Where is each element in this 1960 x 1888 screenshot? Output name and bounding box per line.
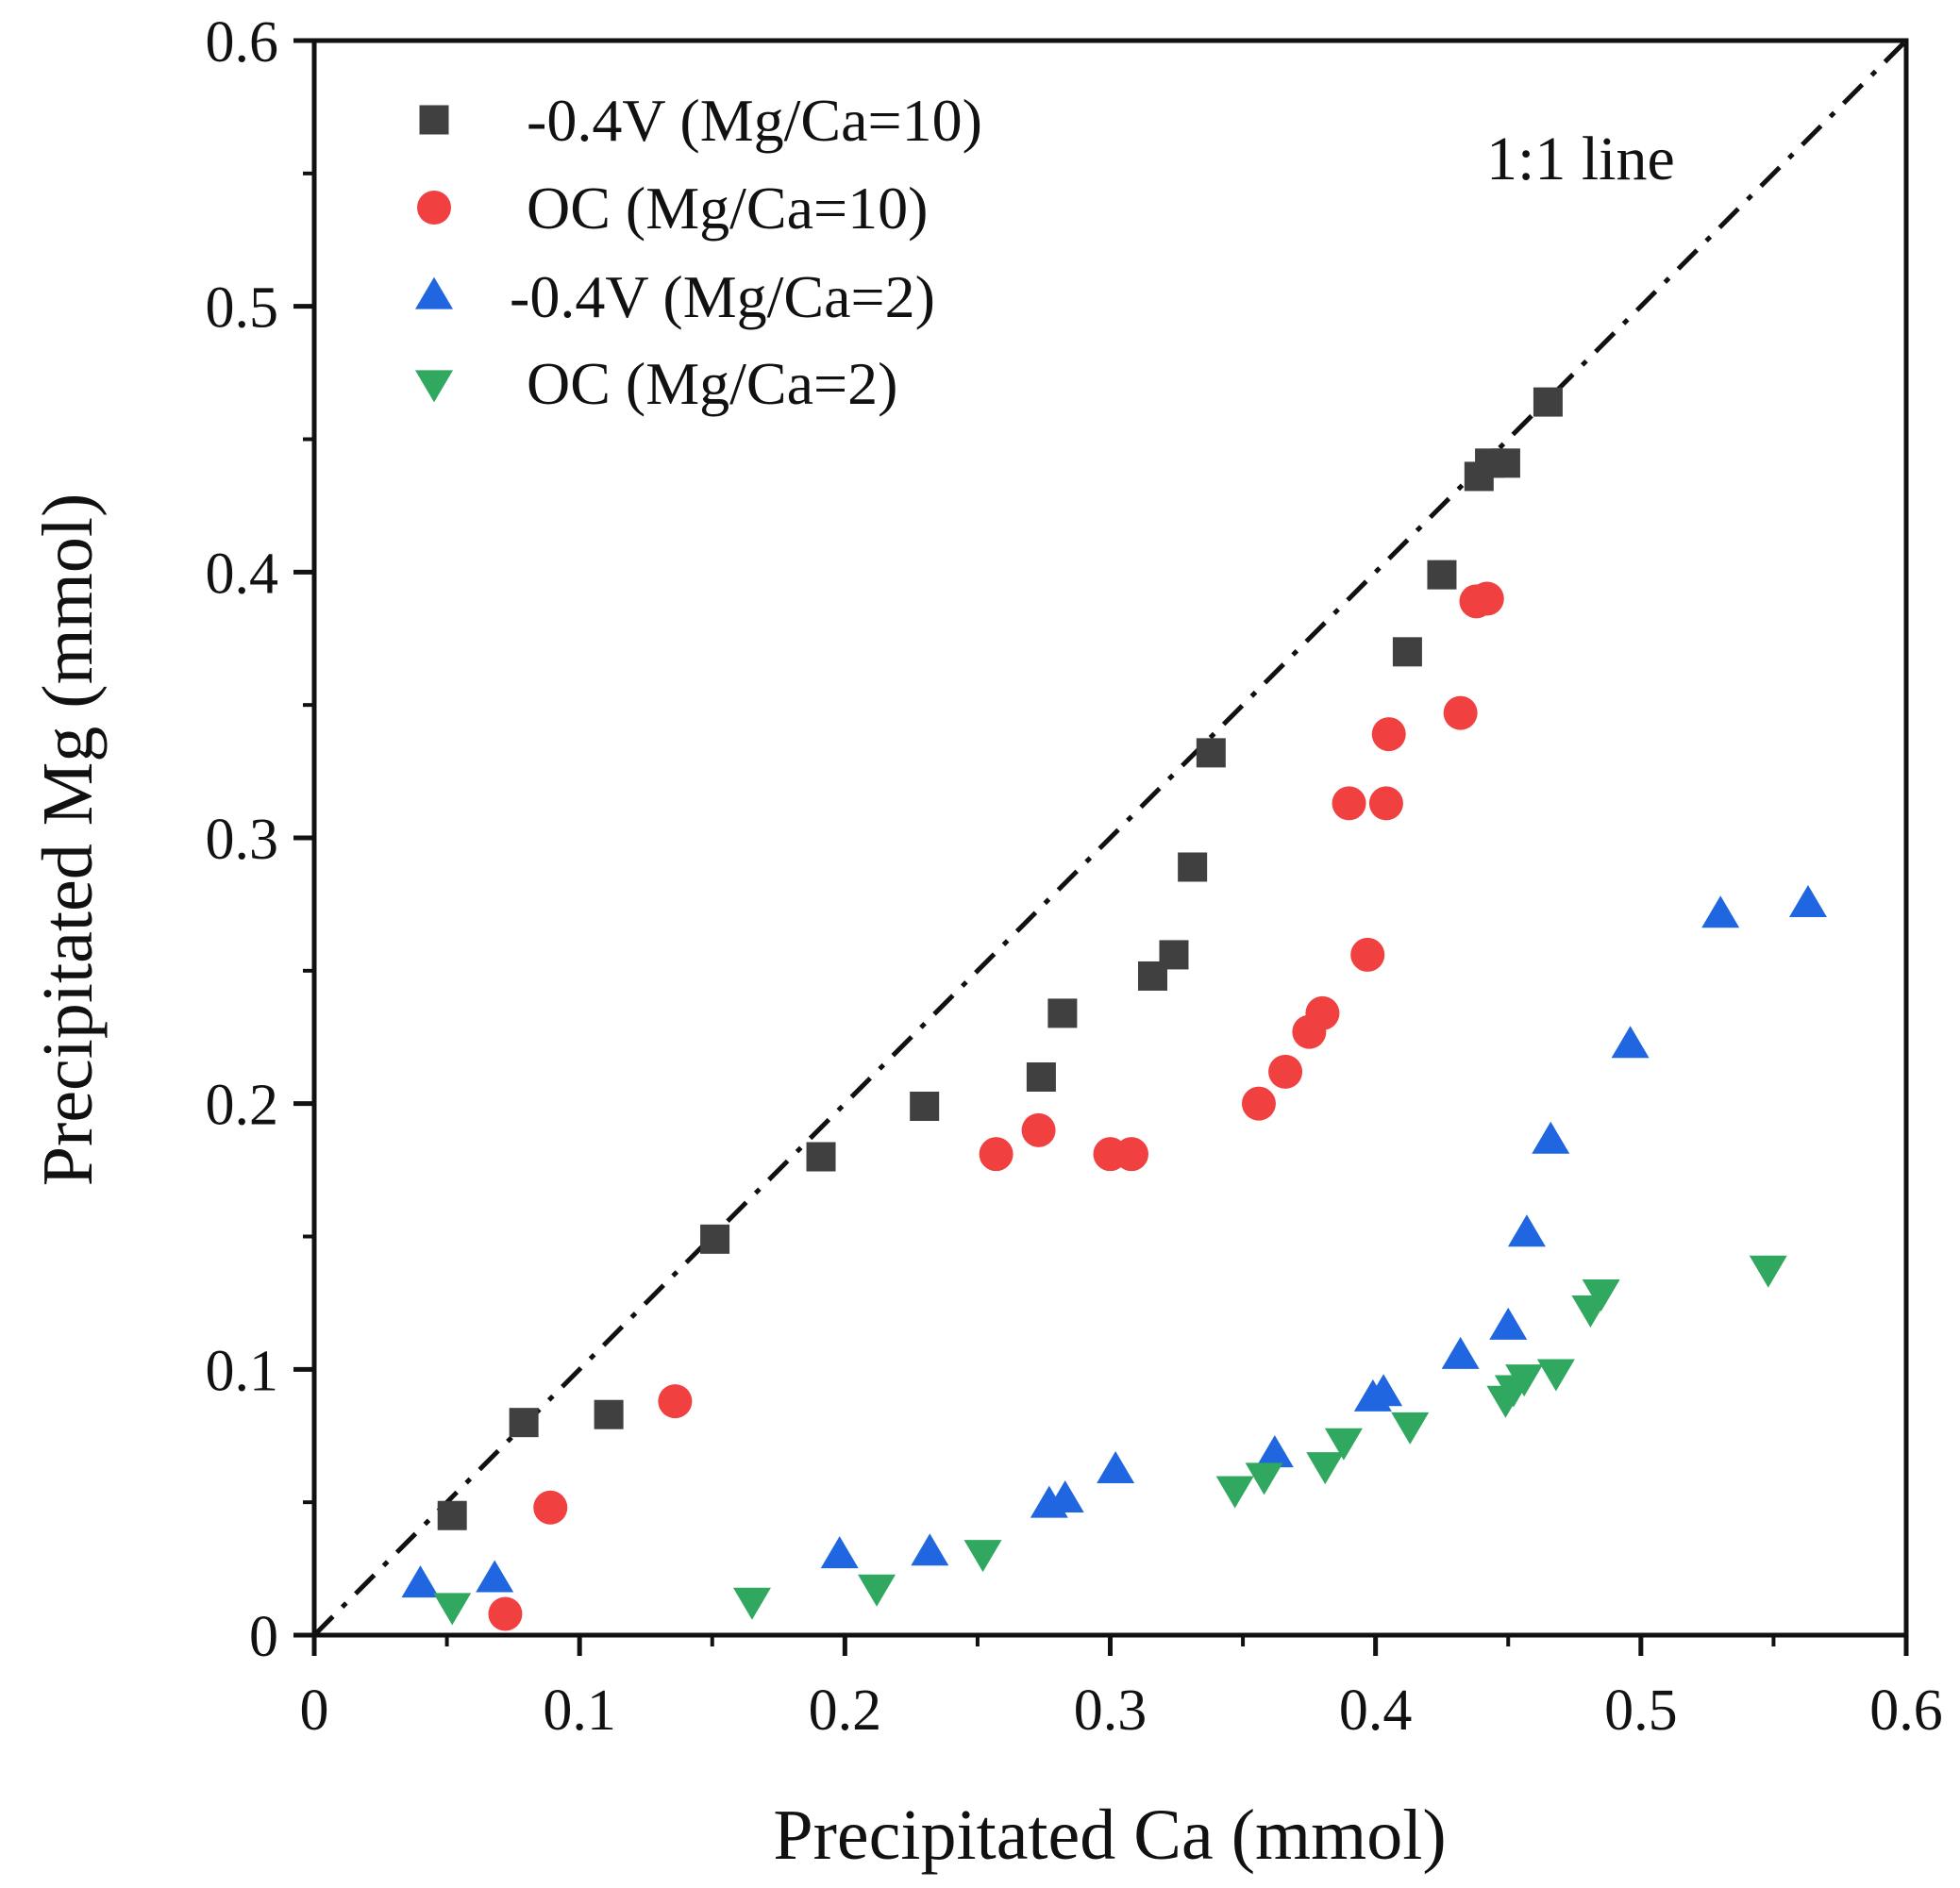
data-point-circle (979, 1137, 1014, 1172)
data-point-triangle-down (1245, 1462, 1283, 1495)
legend-marker-triangle-up (415, 276, 453, 309)
data-point-square (509, 1408, 539, 1438)
series-2 (488, 581, 1504, 1631)
series-1 (437, 387, 1563, 1530)
y-tick-label: 0.2 (206, 1074, 279, 1138)
data-point-triangle-up (1701, 895, 1740, 928)
data-point-triangle-up (1255, 1435, 1294, 1468)
one-to-one-reference-line (312, 39, 1908, 1637)
y-tick-label: 0.5 (206, 276, 279, 341)
legend-label: OC (Mg/Ca=10) (527, 175, 928, 242)
data-point-circle (1268, 1054, 1303, 1089)
data-point-circle (1443, 695, 1478, 730)
data-point-triangle-down (963, 1540, 1002, 1573)
data-point-triangle-down (1306, 1452, 1345, 1485)
data-point-triangle-down (1391, 1412, 1430, 1445)
data-point-circle (1114, 1137, 1148, 1172)
data-point-circle (1350, 937, 1385, 972)
y-tick-label: 0 (249, 1605, 278, 1669)
data-point-triangle-down (1324, 1428, 1363, 1461)
x-tick-label: 0.1 (543, 1679, 616, 1743)
x-tick-label: 0.5 (1604, 1679, 1678, 1743)
data-point-triangle-up (401, 1565, 440, 1598)
legend-marker-square (419, 105, 449, 135)
data-point-triangle-down (1536, 1359, 1575, 1392)
legend-label: OC (Mg/Ca=2) (527, 350, 897, 417)
data-point-triangle-up (1788, 885, 1827, 918)
data-point-triangle-up (1441, 1336, 1480, 1369)
data-point-square (1196, 738, 1226, 768)
data-point-circle (658, 1384, 693, 1419)
data-point-triangle-up (911, 1533, 949, 1566)
data-point-square (910, 1091, 940, 1121)
data-point-square (1392, 637, 1422, 667)
data-point-triangle-up (1097, 1450, 1135, 1483)
data-point-circle (488, 1596, 523, 1631)
legend-label: -0.4V (Mg/Ca=10) (527, 87, 982, 154)
data-point-square (700, 1224, 730, 1254)
legend: -0.4V (Mg/Ca=10) OC (Mg/Ca=10) -0.4V (Mg/C… (415, 87, 982, 417)
data-point-triangle-down (732, 1587, 771, 1620)
data-point-triangle-up (1507, 1214, 1546, 1247)
x-tick-label: 0.3 (1074, 1679, 1148, 1743)
data-point-triangle-up (1046, 1479, 1084, 1512)
legend-marker-circle (417, 191, 451, 225)
x-axis-title: Precipitated Ca (mmol) (773, 1796, 1446, 1875)
data-point-square (806, 1142, 836, 1172)
data-point-triangle-up (1532, 1121, 1570, 1154)
series-3 (401, 885, 1827, 1598)
data-point-triangle-down (858, 1574, 896, 1607)
data-point-square (1047, 998, 1078, 1028)
data-point-triangle-down (433, 1593, 472, 1626)
data-point-circle (1305, 995, 1340, 1030)
y-tick-label: 0.4 (206, 542, 279, 606)
data-point-triangle-down (1749, 1255, 1787, 1288)
x-tick-label: 0 (300, 1679, 329, 1743)
data-point-square (1178, 852, 1208, 882)
x-tick-label: 0.4 (1339, 1679, 1413, 1743)
legend-label: -0.4V (Mg/Ca=2) (510, 263, 935, 330)
data-point-triangle-up (1365, 1374, 1403, 1407)
one-to-one-line-label: 1:1 line (1486, 125, 1675, 193)
y-tick-label: 0.3 (206, 808, 279, 872)
data-point-square (1026, 1062, 1056, 1092)
series-4 (433, 1255, 1787, 1626)
data-point-triangle-up (1489, 1307, 1528, 1340)
data-point-circle (533, 1490, 568, 1525)
data-point-triangle-down (1215, 1476, 1254, 1509)
data-point-triangle-up (476, 1560, 514, 1593)
data-point-circle (1371, 717, 1406, 752)
x-tick-label: 0.6 (1869, 1679, 1943, 1743)
data-point-circle (1241, 1086, 1276, 1121)
data-point-circle (1368, 786, 1403, 821)
y-axis-title: Precipitated Mg (mmol) (28, 493, 108, 1187)
data-point-triangle-down (1505, 1364, 1544, 1397)
plot-frame (311, 38, 1909, 1638)
data-point-triangle-down (1582, 1279, 1620, 1312)
data-point-square (1427, 560, 1457, 590)
data-point-triangle-up (1611, 1026, 1650, 1059)
data-point-circle (1469, 581, 1504, 616)
data-point-square (437, 1500, 467, 1530)
y-tick-label: 0.1 (206, 1339, 279, 1403)
data-point-square (1533, 387, 1563, 417)
data-point-circle (1332, 786, 1366, 821)
data-point-square (1490, 448, 1520, 478)
data-point-triangle-up (820, 1536, 859, 1569)
y-tick-label: 0.6 (206, 10, 279, 75)
x-tick-label: 0.2 (809, 1679, 882, 1743)
data-point-square (594, 1399, 624, 1429)
data-point-square (1159, 940, 1189, 970)
legend-marker-triangle-down (415, 370, 453, 403)
data-point-circle (1021, 1112, 1056, 1147)
